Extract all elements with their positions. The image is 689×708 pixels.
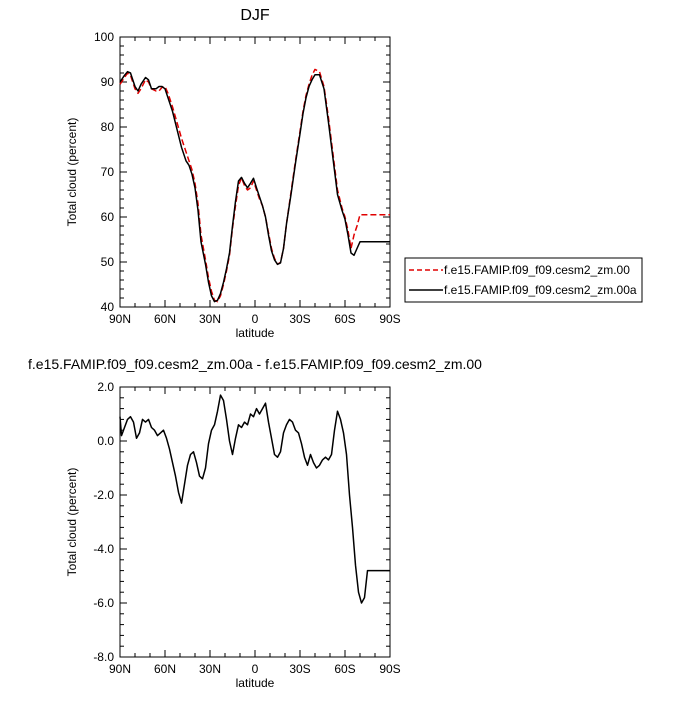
y-axis-label: Total cloud (percent) xyxy=(65,118,79,227)
y-tick-label: -8.0 xyxy=(93,650,114,664)
chart-title: f.e15.FAMIP.f09_f09.cesm2_zm.00a - f.e15… xyxy=(28,356,482,372)
x-tick-label: 60S xyxy=(334,312,355,326)
x-axis-label: latitude xyxy=(236,676,275,690)
x-tick-label: 30N xyxy=(199,662,221,676)
chart-title: DJF xyxy=(240,7,270,24)
x-tick-label: 60N xyxy=(154,662,176,676)
y-tick-label: 50 xyxy=(101,255,115,269)
y-tick-label: 70 xyxy=(101,165,115,179)
x-tick-label: 0 xyxy=(252,312,259,326)
x-tick-label: 60S xyxy=(334,662,355,676)
y-axis-label: Total cloud (percent) xyxy=(65,468,79,577)
x-tick-label: 30S xyxy=(289,662,310,676)
y-tick-label: 80 xyxy=(101,120,115,134)
y-tick-label: -2.0 xyxy=(93,488,114,502)
x-tick-label: 30S xyxy=(289,312,310,326)
y-tick-label: 2.0 xyxy=(97,380,114,394)
plot-frame xyxy=(119,386,391,658)
x-tick-label: 30N xyxy=(199,312,221,326)
series-line-2 xyxy=(119,70,390,303)
legend-label-2: f.e15.FAMIP.f09_f09.cesm2_zm.00a xyxy=(444,283,637,297)
x-tick-label: 60N xyxy=(154,312,176,326)
x-tick-label: 90S xyxy=(379,662,400,676)
top-panel: 90N 60N 30N 0 30S 60S 90S 40 50 60 70 80 90 100 DJF lat… xyxy=(65,7,643,340)
y-tick-label: 40 xyxy=(101,300,115,314)
x-tick-label: 90N xyxy=(109,312,131,326)
y-tick-label: -6.0 xyxy=(93,596,114,610)
x-tick-label: 0 xyxy=(252,662,259,676)
legend-label-1: f.e15.FAMIP.f09_f09.cesm2_zm.00 xyxy=(444,263,630,277)
y-tick-label: 60 xyxy=(101,210,115,224)
x-tick-label: 90S xyxy=(379,312,400,326)
plot-frame xyxy=(119,36,391,308)
series-line-1 xyxy=(119,394,390,604)
legend-box xyxy=(404,257,643,303)
y-tick-label: 100 xyxy=(94,30,114,44)
y-tick-label: 0.0 xyxy=(97,434,114,448)
y-tick-label: -4.0 xyxy=(93,542,114,556)
x-axis-label: latitude xyxy=(236,326,275,340)
bottom-panel: 90N 60N 30N 0 30S 60S 90S -8.0 -6.0 -4.0 -2.0 0.0 2.… xyxy=(28,356,482,690)
x-tick-label: 90N xyxy=(109,662,131,676)
y-tick-label: 90 xyxy=(101,75,115,89)
